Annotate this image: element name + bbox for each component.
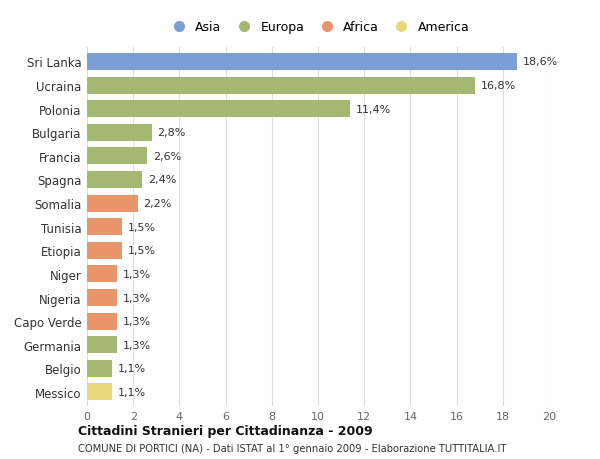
Text: 1,1%: 1,1% (118, 387, 146, 397)
Text: 1,3%: 1,3% (123, 269, 151, 280)
Bar (87, 242, 122, 259)
Legend: Asia, Europa, Africa, America: Asia, Europa, Africa, America (164, 19, 472, 37)
Bar (87, 195, 138, 212)
Bar (87, 289, 117, 306)
Text: 2,4%: 2,4% (148, 175, 176, 185)
Text: 1,5%: 1,5% (127, 222, 155, 232)
Bar (87, 384, 112, 401)
Bar (87, 172, 142, 189)
Bar (87, 78, 475, 95)
Text: 16,8%: 16,8% (481, 81, 516, 91)
Bar (87, 54, 517, 71)
Text: COMUNE DI PORTICI (NA) - Dati ISTAT al 1° gennaio 2009 - Elaborazione TUTTITALIA: COMUNE DI PORTICI (NA) - Dati ISTAT al 1… (78, 443, 506, 453)
Text: 1,5%: 1,5% (127, 246, 155, 256)
Text: 2,6%: 2,6% (153, 151, 181, 162)
Bar (87, 101, 350, 118)
Bar (87, 313, 117, 330)
Text: 18,6%: 18,6% (523, 57, 557, 67)
Text: 1,3%: 1,3% (123, 293, 151, 303)
Text: 1,3%: 1,3% (123, 316, 151, 326)
Bar (87, 219, 122, 235)
Bar (87, 360, 112, 377)
Text: Cittadini Stranieri per Cittadinanza - 2009: Cittadini Stranieri per Cittadinanza - 2… (78, 424, 373, 437)
Bar (87, 266, 117, 283)
Bar (87, 148, 147, 165)
Text: 2,2%: 2,2% (143, 199, 172, 209)
Bar (87, 336, 117, 353)
Text: 1,3%: 1,3% (123, 340, 151, 350)
Text: 11,4%: 11,4% (356, 105, 391, 114)
Text: 1,1%: 1,1% (118, 364, 146, 374)
Bar (87, 124, 152, 141)
Text: 2,8%: 2,8% (157, 128, 186, 138)
